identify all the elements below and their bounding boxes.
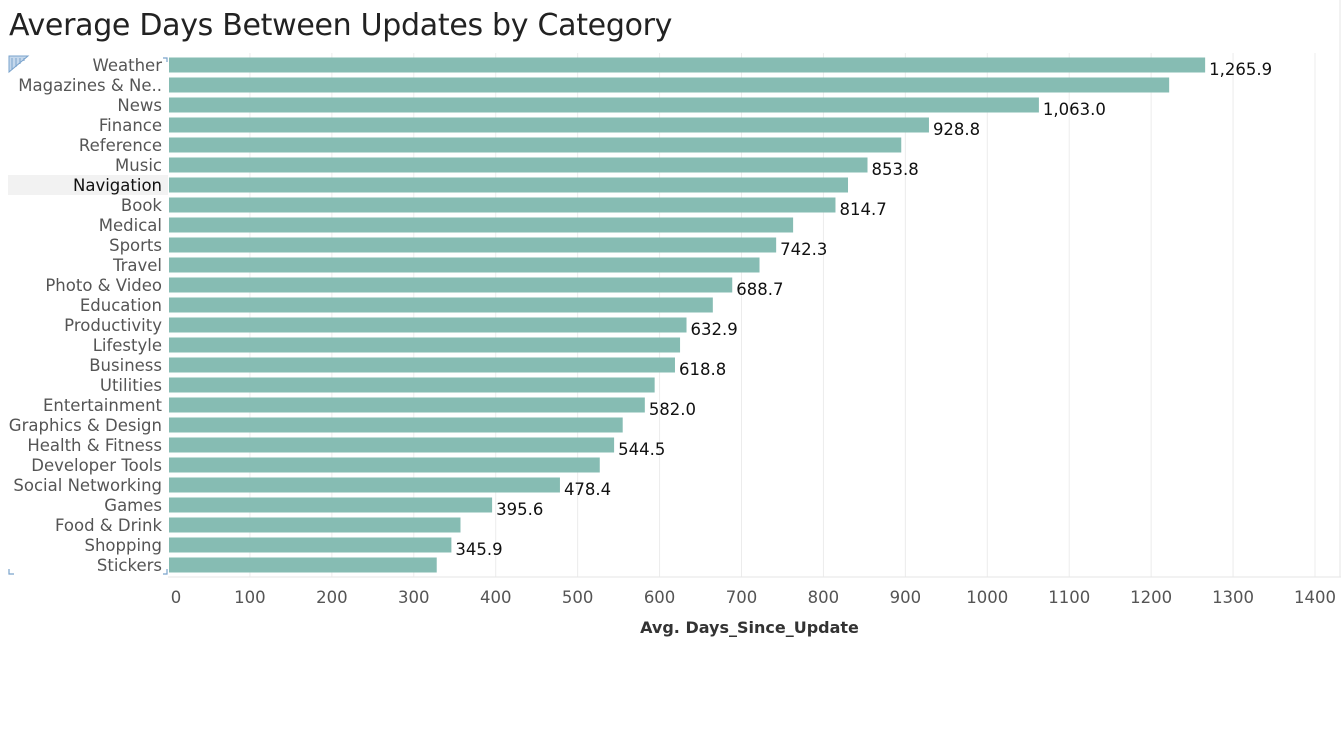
category-label[interactable]: Photo & Video — [45, 276, 162, 295]
bar[interactable] — [169, 317, 687, 333]
bar[interactable] — [169, 377, 655, 393]
data-label: 688.7 — [736, 280, 783, 299]
bar[interactable] — [169, 217, 794, 233]
data-label: 1,265.9 — [1209, 60, 1272, 79]
highlight-row — [8, 175, 168, 195]
bar[interactable] — [169, 257, 760, 273]
x-tick-label: 1300 — [1212, 588, 1254, 607]
data-label: 928.8 — [933, 120, 980, 139]
category-label[interactable]: Weather — [93, 56, 163, 75]
category-label[interactable]: Medical — [99, 216, 162, 235]
category-label[interactable]: Health & Fitness — [27, 436, 162, 455]
bar[interactable] — [169, 477, 560, 493]
data-label: 814.7 — [839, 200, 886, 219]
category-label[interactable]: Business — [89, 356, 162, 375]
bar[interactable] — [169, 397, 645, 413]
category-label[interactable]: Utilities — [100, 376, 162, 395]
bar[interactable] — [169, 357, 675, 373]
category-label[interactable]: Graphics & Design — [9, 416, 162, 435]
x-tick-label: 600 — [644, 588, 676, 607]
corner-marker — [8, 569, 14, 575]
x-tick-label: 1400 — [1294, 588, 1336, 607]
x-tick-label: 700 — [726, 588, 758, 607]
corner-marker — [163, 569, 168, 575]
category-label[interactable]: Food & Drink — [55, 516, 162, 535]
bar[interactable] — [169, 557, 437, 573]
x-tick-label: 100 — [234, 588, 266, 607]
chart-title: Average Days Between Updates by Category — [9, 8, 673, 43]
data-label: 742.3 — [780, 240, 827, 259]
x-tick-label: 300 — [398, 588, 430, 607]
category-label[interactable]: Productivity — [64, 316, 162, 335]
x-tick-label: 1100 — [1048, 588, 1090, 607]
data-label: 618.8 — [679, 360, 726, 379]
bar[interactable] — [169, 417, 623, 433]
bar[interactable] — [169, 157, 868, 173]
bar[interactable] — [169, 537, 452, 553]
data-label: 395.6 — [496, 500, 543, 519]
data-label: 478.4 — [564, 480, 611, 499]
bar[interactable] — [169, 517, 461, 533]
category-label[interactable]: Shopping — [85, 536, 163, 555]
x-tick-label: 200 — [316, 588, 348, 607]
corner-marker — [163, 57, 168, 62]
bar[interactable] — [169, 97, 1039, 113]
x-tick-label: 400 — [480, 588, 512, 607]
x-tick-label: 1200 — [1130, 588, 1172, 607]
category-label[interactable]: Navigation — [73, 176, 162, 195]
category-label[interactable]: Lifestyle — [93, 336, 162, 355]
category-label[interactable]: News — [117, 96, 162, 115]
data-label: 853.8 — [872, 160, 919, 179]
category-label[interactable]: Developer Tools — [31, 456, 162, 475]
x-axis-title: Avg. Days_Since_Update — [640, 618, 859, 637]
sort-icon[interactable] — [8, 55, 30, 74]
data-label: 632.9 — [691, 320, 738, 339]
x-tick-label: 800 — [808, 588, 840, 607]
category-label[interactable]: Education — [80, 296, 162, 315]
bar[interactable] — [169, 437, 615, 453]
category-label[interactable]: Sports — [109, 236, 162, 255]
bar[interactable] — [169, 57, 1206, 73]
category-label[interactable]: Magazines & Ne.. — [18, 76, 162, 95]
data-label: 582.0 — [649, 400, 696, 419]
x-tick-label: 900 — [890, 588, 922, 607]
x-tick-label: 1000 — [966, 588, 1008, 607]
bar[interactable] — [169, 177, 849, 193]
category-label[interactable]: Reference — [79, 136, 162, 155]
category-label[interactable]: Games — [104, 496, 162, 515]
x-tick-label: 0 — [171, 588, 182, 607]
bar[interactable] — [169, 297, 713, 313]
category-label[interactable]: Book — [121, 196, 163, 215]
x-tick-label: 500 — [562, 588, 594, 607]
category-label[interactable]: Music — [115, 156, 162, 175]
data-label: 1,063.0 — [1043, 100, 1106, 119]
bar[interactable] — [169, 77, 1170, 93]
data-label: 345.9 — [455, 540, 502, 559]
data-label: 544.5 — [618, 440, 665, 459]
bar[interactable] — [169, 237, 777, 253]
bar[interactable] — [169, 197, 836, 213]
category-label[interactable]: Stickers — [97, 556, 162, 575]
category-label[interactable]: Travel — [112, 256, 162, 275]
category-label[interactable]: Entertainment — [43, 396, 163, 415]
category-label[interactable]: Finance — [99, 116, 162, 135]
bar[interactable] — [169, 277, 733, 293]
bar[interactable] — [169, 117, 929, 133]
bar[interactable] — [169, 497, 493, 513]
category-label[interactable]: Social Networking — [13, 476, 162, 495]
bar[interactable] — [169, 457, 600, 473]
bar[interactable] — [169, 137, 902, 153]
bar[interactable] — [169, 337, 681, 353]
